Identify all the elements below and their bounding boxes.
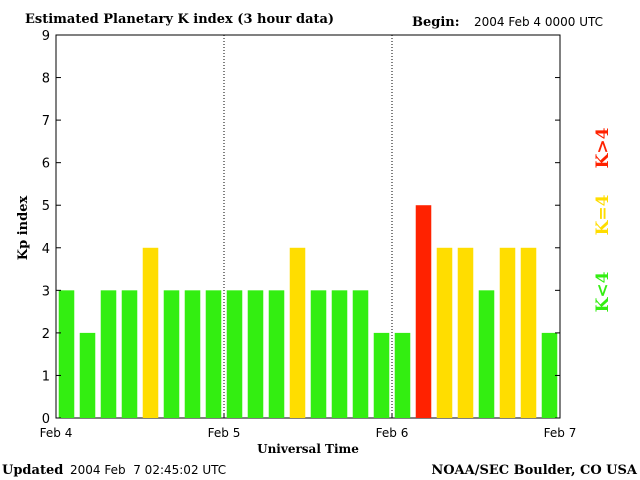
kp-bar: [436, 247, 453, 418]
kp-bar: [100, 290, 117, 418]
kp-bar: [520, 247, 537, 418]
kp-bar: [352, 290, 369, 418]
y-tick-label: 0: [42, 412, 50, 427]
legend-low: K<4: [593, 271, 613, 312]
kp-bar: [394, 332, 411, 418]
plot-frame: [55, 34, 561, 419]
x-tick-label: Feb 4: [40, 426, 73, 440]
source-credit: NOAA/SEC Boulder, CO USA: [431, 463, 638, 478]
kp-bar: [184, 290, 201, 418]
y-tick-label: 1: [42, 369, 50, 384]
kp-bar: [247, 290, 264, 418]
x-tick-label: Feb 7: [544, 426, 577, 440]
y-tick-label: 3: [42, 284, 50, 299]
y-tick-label: 9: [42, 29, 50, 44]
chart-title: Estimated Planetary K index (3 hour data…: [25, 12, 334, 27]
kp-bar: [373, 332, 390, 418]
kp-bar: [58, 290, 75, 418]
y-tick-label: 7: [42, 114, 50, 129]
kp-bar: [331, 290, 348, 418]
kp-bar: [478, 290, 495, 418]
y-tick-label: 6: [42, 157, 50, 172]
kp-bar: [289, 247, 306, 418]
y-tick-label: 2: [42, 327, 50, 342]
begin-label: Begin:: [412, 15, 460, 30]
kp-bar: [541, 332, 558, 418]
plot-area: 0 1 2 3 4 5 6 7 8 9 Feb 4 Feb 5 Feb 6 Feb 7: [40, 29, 577, 440]
legend-equal: K=4: [593, 194, 613, 235]
kp-bar: [415, 205, 432, 418]
kp-bar: [310, 290, 327, 418]
kp-bar: [205, 290, 222, 418]
x-tick-label: Feb 6: [376, 426, 409, 440]
updated-label: Updated: [2, 463, 63, 478]
y-tick-label: 8: [42, 72, 50, 87]
kp-bar: [226, 290, 243, 418]
kp-bar: [499, 247, 516, 418]
begin-value: 2004 Feb 4 0000 UTC: [474, 15, 603, 29]
kp-bar: [121, 290, 138, 418]
x-axis-label: Universal Time: [257, 442, 359, 456]
y-axis-label: Kp index: [16, 196, 31, 261]
kp-bar: [268, 290, 285, 418]
kp-bar: [163, 290, 180, 418]
kp-bar: [142, 247, 159, 418]
legend-high: K>4: [593, 127, 613, 168]
updated-value: 2004 Feb 7 02:45:02 UTC: [70, 463, 226, 477]
y-tick-label: 5: [42, 199, 50, 214]
kp-bar: [457, 247, 474, 418]
x-tick-label: Feb 5: [208, 426, 241, 440]
y-tick-label: 4: [42, 242, 50, 257]
kp-bar: [79, 332, 96, 418]
